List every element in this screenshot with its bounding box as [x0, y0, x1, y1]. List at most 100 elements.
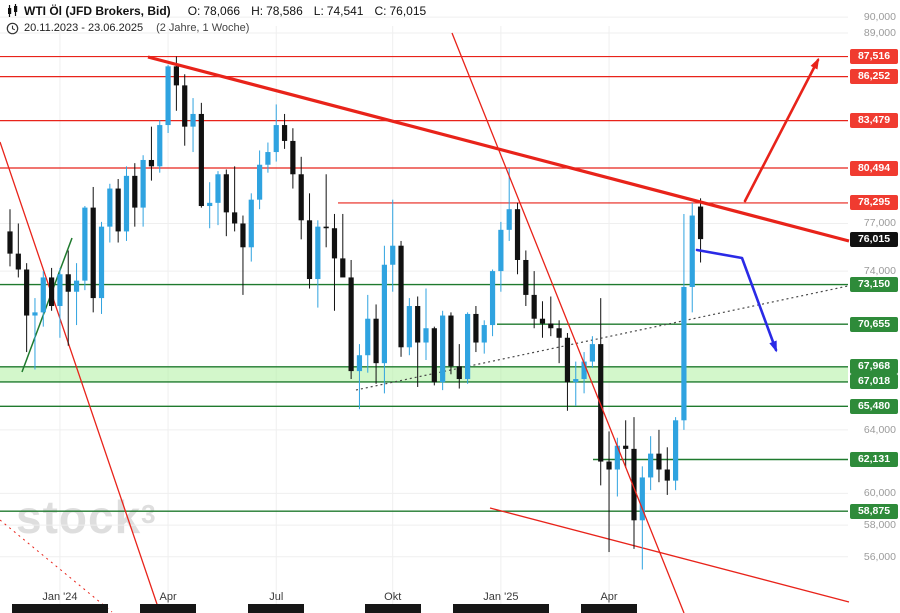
candle-body — [639, 477, 645, 521]
candle-body — [306, 220, 313, 280]
candle-body — [257, 164, 263, 200]
candle-body — [498, 229, 504, 272]
close-value: 76,015 — [389, 4, 427, 18]
candle-body — [281, 125, 288, 141]
candle-body — [365, 318, 371, 356]
candle-body — [57, 274, 63, 307]
open-value: 78,066 — [203, 4, 241, 18]
y-tick-label: 58,000 — [863, 519, 896, 532]
candle-body — [697, 206, 704, 240]
steep-channel-left — [0, 141, 161, 613]
candle-body — [431, 328, 437, 383]
candle-body — [531, 294, 537, 319]
candle-body — [456, 366, 462, 380]
candle-body — [539, 318, 546, 324]
price-badge-resistance: 83,479 — [850, 113, 898, 129]
candle-body — [589, 344, 595, 362]
price-badge-resistance: 87,516 — [850, 49, 898, 65]
candle-body — [323, 226, 329, 229]
dotted-uptrend — [355, 285, 849, 391]
trendlines-under — [0, 141, 850, 613]
candle-body — [481, 325, 487, 343]
candle-body — [548, 323, 554, 329]
candle-body — [190, 113, 196, 127]
candle-body — [290, 140, 296, 175]
candle-body — [82, 207, 88, 281]
y-tick-label: 56,000 — [863, 550, 896, 563]
candle-body — [265, 152, 271, 165]
candle-body — [140, 159, 146, 208]
close-pair: C: 76,015 — [374, 4, 426, 18]
candle-body — [273, 125, 279, 153]
candle-body — [465, 313, 471, 380]
low-value: 74,541 — [326, 4, 364, 18]
candle-body — [390, 245, 396, 265]
steep-channel-mid — [451, 32, 685, 613]
date-range: 20.11.2023 - 23.06.2025 — [24, 22, 144, 34]
candle-body — [73, 280, 80, 292]
y-tick-label: 77,000 — [863, 217, 896, 230]
chart-header: WTI Öl (JFD Brokers, Bid) O: 78,066 H: 78,… — [6, 3, 426, 36]
lower-parallel-line — [489, 507, 850, 603]
candle-body — [381, 264, 387, 364]
low-label: L: — [313, 4, 324, 18]
candle-body — [49, 277, 55, 307]
high-pair: H: 78,586 — [251, 4, 303, 18]
candle-body — [173, 66, 179, 86]
candle-body — [123, 175, 130, 232]
candlestick-icon — [8, 4, 18, 17]
breakout-arrow-head — [810, 57, 820, 70]
candle-body — [15, 253, 21, 270]
candle-body — [623, 445, 629, 449]
candle-body — [315, 226, 321, 280]
timeframe: (2 Jahre, 1 Woche) — [156, 22, 250, 34]
candle-body — [182, 85, 188, 127]
candle-body — [681, 286, 687, 421]
candle-body — [398, 245, 404, 348]
candle-body — [248, 199, 254, 248]
pullback-arrow — [695, 248, 778, 352]
candle-body — [24, 269, 30, 316]
candle-body — [664, 469, 670, 481]
watermark-superscript: 3 — [141, 499, 157, 529]
candle-body — [514, 209, 521, 260]
candle-body — [606, 461, 612, 470]
candle-body — [331, 228, 338, 259]
candle-body — [440, 315, 446, 383]
price-badge-support: 62,131 — [850, 451, 898, 467]
candle-body — [198, 113, 204, 207]
candle-body — [581, 361, 587, 380]
candle-body — [232, 212, 238, 224]
candle-body — [556, 328, 562, 338]
candle-body — [7, 231, 13, 254]
candle-body — [115, 188, 121, 232]
candle-body — [98, 226, 105, 299]
candle-body — [448, 315, 454, 367]
candle-body — [523, 259, 529, 295]
candle-body — [65, 274, 71, 292]
watermark-text: stock — [16, 491, 142, 543]
y-tick-label: 89,000 — [863, 27, 896, 39]
candle-body — [340, 258, 346, 278]
price-badge-support: 65,480 — [850, 398, 898, 414]
candle-body — [132, 175, 138, 208]
high-label: H: — [251, 4, 264, 18]
open-pair: O: 78,066 — [188, 4, 240, 18]
stock3-watermark: stock3 — [16, 490, 157, 544]
price-badge-support: 73,150 — [850, 277, 898, 293]
breakout-arrow — [743, 58, 820, 203]
candle-body — [165, 66, 171, 126]
price-badge-support: 67,968 — [850, 359, 898, 375]
candle-body — [207, 202, 213, 207]
dashed-projection — [0, 519, 113, 613]
support-resistance-lines — [0, 55, 848, 512]
candle-body — [614, 445, 620, 470]
candle-body — [406, 306, 412, 348]
candle-body — [598, 344, 604, 462]
y-tick-label: 60,000 — [863, 487, 896, 500]
candle-body — [648, 453, 654, 478]
candle-body — [631, 448, 637, 521]
candles-group — [7, 56, 704, 570]
candle-body — [148, 159, 155, 167]
